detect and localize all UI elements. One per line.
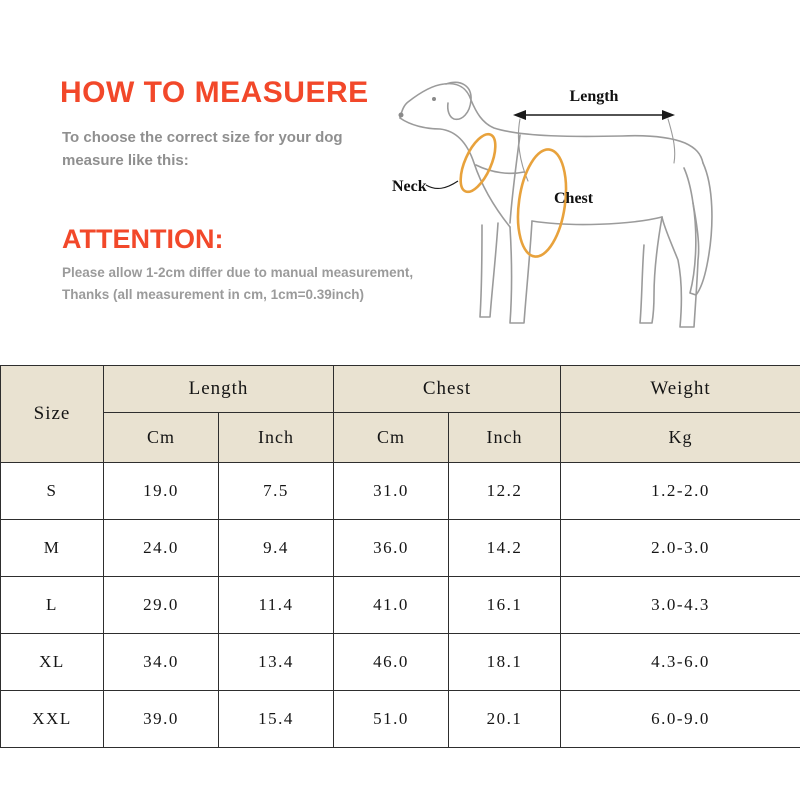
size-table-wrap: Size Length Chest Weight Cm Inch Cm Inch…	[0, 365, 800, 748]
cell-length-cm: 39.0	[103, 690, 219, 748]
table-row: L 29.0 11.4 41.0 16.1 3.0-4.3	[0, 576, 800, 634]
chest-header-cell: Chest	[333, 365, 562, 413]
cell-length-inch: 9.4	[217, 519, 335, 577]
subtitle: To choose the correct size for your dog …	[62, 126, 343, 173]
length-inch-header-cell: Inch	[217, 412, 335, 463]
cell-weight-kg: 3.0-4.3	[560, 576, 800, 634]
dog-measurement-diagram: Length Neck Chest	[392, 81, 713, 328]
size-table: Size Length Chest Weight Cm Inch Cm Inch…	[0, 365, 800, 748]
table-row: XXL 39.0 15.4 51.0 20.1 6.0-9.0	[0, 690, 800, 748]
chest-cm-header-cell: Cm	[333, 412, 450, 463]
cell-chest-cm: 41.0	[333, 576, 450, 634]
cell-weight-kg: 1.2-2.0	[560, 462, 800, 520]
cell-chest-inch: 20.1	[448, 690, 562, 748]
dog-eye	[432, 97, 436, 101]
cell-size: M	[0, 519, 104, 577]
cell-size: XXL	[0, 690, 104, 748]
cell-size: L	[0, 576, 104, 634]
table-header-row-2: Cm Inch Cm Inch Kg	[1, 412, 800, 463]
table-header-row-1: Size Length Chest Weight	[0, 365, 800, 463]
dog-nose	[398, 112, 404, 118]
length-header-cell: Length	[102, 365, 335, 413]
cell-weight-kg: 2.0-3.0	[560, 519, 800, 577]
attention-text: Please allow 1-2cm differ due to manual …	[62, 262, 413, 305]
cell-length-inch: 11.4	[217, 576, 335, 634]
dog-outline	[399, 81, 713, 328]
neck-label-leader	[425, 180, 459, 190]
chest-measure-loop	[516, 148, 568, 258]
table-row: S 19.0 7.5 31.0 12.2 1.2-2.0	[0, 462, 800, 520]
cell-chest-inch: 16.1	[448, 576, 562, 634]
chest-label: Chest	[554, 190, 594, 207]
cell-chest-cm: 51.0	[333, 690, 450, 748]
cell-weight-kg: 4.3-6.0	[560, 633, 800, 691]
cell-size: S	[0, 462, 104, 520]
cell-length-inch: 7.5	[217, 462, 335, 520]
weight-kg-header-cell: Kg	[560, 412, 800, 463]
length-label: Length	[570, 88, 619, 105]
cell-chest-inch: 12.2	[448, 462, 562, 520]
size-header-cell: Size	[0, 365, 104, 463]
cell-length-cm: 24.0	[103, 519, 219, 577]
page-title: HOW TO MEASUERE	[60, 76, 369, 109]
length-cm-header-cell: Cm	[103, 412, 219, 463]
subtitle-line-2: measure like this:	[62, 152, 189, 170]
cell-chest-cm: 46.0	[333, 633, 450, 691]
attention-line-1: Please allow 1-2cm differ due to manual …	[62, 265, 414, 280]
attention-title: ATTENTION:	[62, 224, 224, 254]
neck-label: Neck	[392, 178, 427, 195]
length-arrow	[513, 110, 675, 120]
cell-chest-inch: 18.1	[448, 633, 562, 691]
chest-inch-header-cell: Inch	[448, 412, 562, 463]
table-row: XL 34.0 13.4 46.0 18.1 4.3-6.0	[0, 633, 800, 691]
attention-line-2: Thanks (all measurement in cm, 1cm=0.39i…	[62, 286, 364, 302]
cell-length-cm: 34.0	[103, 633, 219, 691]
weight-header-cell: Weight	[560, 365, 800, 413]
cell-weight-kg: 6.0-9.0	[560, 690, 800, 748]
cell-chest-cm: 36.0	[333, 519, 450, 577]
subtitle-line-1: To choose the correct size for your dog	[62, 129, 343, 146]
cell-length-inch: 15.4	[217, 690, 335, 748]
cell-length-cm: 19.0	[103, 462, 219, 520]
cell-length-inch: 13.4	[217, 633, 335, 691]
cell-size: XL	[0, 633, 104, 691]
neck-measure-loop	[459, 132, 497, 194]
table-row: M 24.0 9.4 36.0 14.2 2.0-3.0	[0, 519, 800, 577]
cell-chest-cm: 31.0	[333, 462, 450, 520]
cell-length-cm: 29.0	[103, 576, 219, 634]
cell-chest-inch: 14.2	[448, 519, 562, 577]
